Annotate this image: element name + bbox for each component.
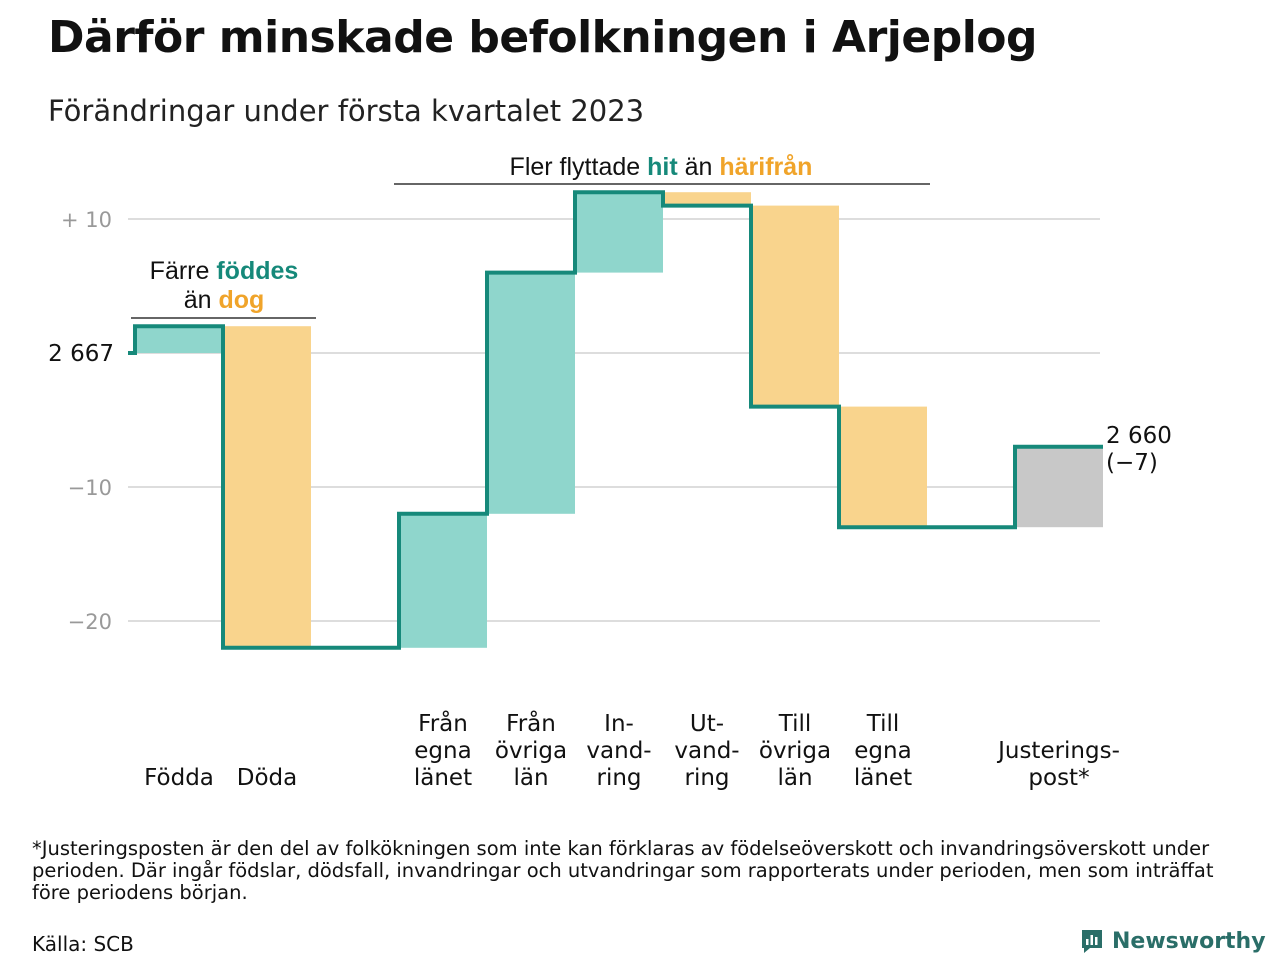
start-value-label: 2 667 — [48, 341, 114, 367]
waterfall-bar-decrease — [839, 406, 927, 528]
category-label: län — [513, 765, 548, 791]
waterfall-bar-increase — [399, 513, 487, 648]
category-label: Justerings- — [996, 738, 1120, 764]
category-label: Döda — [237, 765, 297, 791]
footnote: *Justeringsposten är den del av folkökni… — [32, 837, 1214, 904]
y-tick-label: −20 — [68, 610, 112, 634]
category-label: Till — [778, 711, 812, 737]
source-text: Källa: SCB — [32, 932, 134, 956]
category-label: övriga — [759, 738, 831, 764]
category-label: övriga — [495, 738, 567, 764]
annotation-text-part: Färre — [150, 257, 217, 285]
category-label: Från — [418, 709, 468, 737]
annotation-text-part: härifrån — [719, 153, 812, 181]
end-change-label: (−7) — [1106, 450, 1158, 476]
chart-subtitle: Förändringar under första kvartalet 2023 — [48, 94, 645, 128]
newsworthy-logo-icon — [1082, 930, 1102, 953]
newsworthy-brand: Newsworthy — [1080, 928, 1266, 954]
category-label: egna — [414, 738, 471, 764]
category-label: länet — [854, 765, 912, 791]
waterfall-bar-adjustment — [1015, 446, 1103, 528]
brand-name: Newsworthy — [1112, 928, 1266, 954]
annotation-text-part: dog — [218, 286, 264, 314]
category-label: egna — [854, 738, 911, 764]
category-label: Ut- — [690, 711, 724, 737]
category-label: län — [777, 765, 812, 791]
category-label: vand- — [586, 738, 651, 764]
migration-annotation: Fler flyttade hit än härifrån — [510, 153, 813, 181]
population-step-line — [128, 190, 1103, 650]
category-label: ring — [684, 765, 729, 791]
annotation-text-part: Fler flyttade — [510, 153, 648, 181]
category-label: ring — [596, 765, 641, 791]
annotation-text-part: hit — [647, 153, 678, 181]
waterfall-bar-decrease — [223, 326, 311, 648]
waterfall-bar-decrease — [751, 205, 839, 407]
category-label: Från — [506, 709, 556, 737]
annotation-text-part: än — [184, 286, 219, 314]
waterfall-bar-increase — [135, 326, 223, 353]
category-label: post* — [1028, 765, 1089, 791]
y-tick-label: + 10 — [61, 208, 112, 232]
births-deaths-annotation-line1: Färre föddes — [150, 257, 299, 285]
waterfall-bar-increase — [575, 192, 663, 273]
category-label: In- — [604, 711, 634, 737]
births-deaths-annotation-line2: än dog — [184, 286, 265, 314]
category-label: länet — [414, 765, 472, 791]
category-label: Födda — [144, 765, 214, 791]
chart-title: Därför minskade befolkningen i Arjeplog — [48, 12, 1038, 63]
waterfall-bar-increase — [487, 272, 575, 514]
waterfall-bar-decrease — [663, 192, 751, 206]
category-label: Till — [866, 711, 900, 737]
y-tick-label: −10 — [68, 476, 112, 500]
category-label: vand- — [674, 738, 739, 764]
annotation-text-part: föddes — [216, 257, 298, 285]
annotation-text-part: än — [678, 153, 720, 181]
end-value-label: 2 660 — [1106, 423, 1172, 449]
